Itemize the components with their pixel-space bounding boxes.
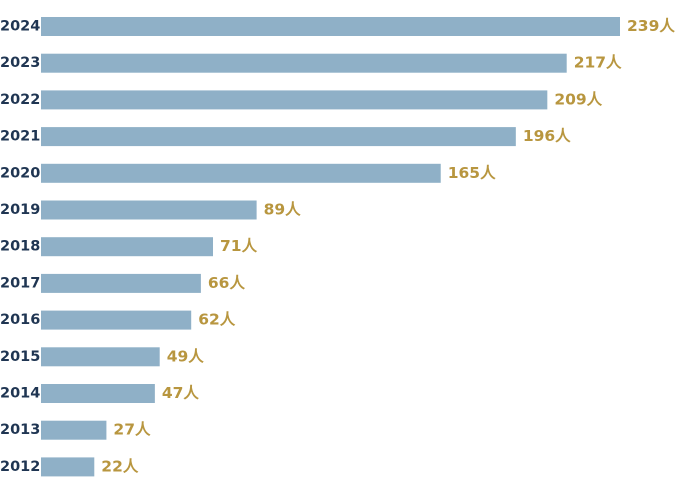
value-label: 62人 <box>198 311 236 329</box>
value-label: 217人 <box>574 54 622 72</box>
bar <box>41 457 95 477</box>
value-label: 165人 <box>448 164 496 182</box>
value-label: 209人 <box>554 90 602 108</box>
bar <box>41 273 201 293</box>
year-label: 2019 <box>0 202 40 218</box>
bar <box>41 127 516 147</box>
year-label: 2016 <box>0 312 40 328</box>
value-label: 71人 <box>220 237 258 255</box>
bar <box>41 310 192 330</box>
year-label: 2022 <box>0 92 40 108</box>
value-label: 22人 <box>101 457 139 475</box>
year-label: 2023 <box>0 55 40 71</box>
bar <box>41 347 160 367</box>
bars-group: 2024 239人 2023 217人 2022 209人 2021 196人 2020 165人… <box>0 17 675 477</box>
year-label: 2018 <box>0 239 40 255</box>
value-label: 47人 <box>162 384 200 402</box>
value-label: 239人 <box>627 17 675 35</box>
bar <box>41 237 214 257</box>
year-label: 2015 <box>0 349 40 365</box>
value-label: 27人 <box>113 421 151 439</box>
bar <box>41 90 548 110</box>
bar <box>41 420 107 440</box>
bar <box>41 17 620 36</box>
bar <box>41 163 441 183</box>
bar <box>41 53 567 73</box>
value-label: 66人 <box>208 274 246 292</box>
bar <box>41 200 257 220</box>
year-label: 2012 <box>0 459 40 475</box>
year-label: 2021 <box>0 129 40 145</box>
year-label: 2014 <box>0 386 40 402</box>
value-label: 196人 <box>523 127 571 145</box>
value-label: 89人 <box>264 201 302 219</box>
year-label: 2013 <box>0 422 40 438</box>
bar <box>41 384 155 403</box>
year-label: 2020 <box>0 165 40 181</box>
value-label: 49人 <box>167 347 205 365</box>
year-label: 2024 <box>0 19 40 35</box>
year-label: 2017 <box>0 275 40 291</box>
